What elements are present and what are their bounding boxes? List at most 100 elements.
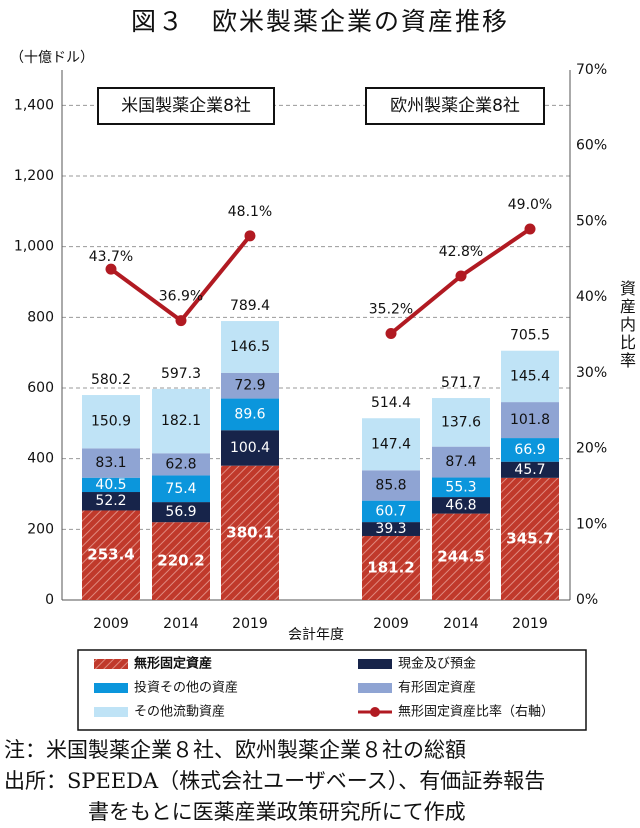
y2-axis-label: 資産内比率 [620,279,636,370]
legend-swatch [94,707,128,717]
bar-value-label: 45.7 [514,462,545,478]
bar-total-label: 705.5 [510,328,550,344]
bar-segment [432,446,490,478]
ratio-point [244,230,256,242]
x-tick-label: 2014 [163,616,199,632]
bar-value-label: 39.3 [375,521,406,537]
figure-title: 図３ 欧米製薬企業の資産推移 [130,7,509,36]
y2-tick-label: 40% [576,289,607,305]
bar-value-label: 146.5 [230,339,270,355]
x-tick-label: 2009 [93,616,129,632]
legend-label: 現金及び預金 [398,656,476,672]
legend-label: その他流動資産 [134,704,225,720]
ratio-label: 35.2% [369,301,413,317]
bar-value-label: 181.2 [367,558,414,576]
bar-segment [501,350,559,403]
bar-value-label: 83.1 [95,455,126,471]
bar-segment [82,492,140,511]
bar-segment [221,372,279,399]
y-tick-label: 400 [27,451,54,467]
bar-value-label: 40.5 [95,477,126,493]
bar-value-label: 56.9 [165,504,196,520]
y-tick-label: 800 [27,309,54,325]
bar-segment [152,388,210,454]
bar-value-label: 101.8 [510,412,550,428]
bar-value-label: 89.6 [234,406,265,422]
y-tick-label: 1,400 [14,97,54,113]
bar-segment [432,398,490,447]
bar-value-label: 66.9 [514,442,545,458]
legend-label: 無形固定資産比率（右軸） [398,704,554,720]
bar-segment [362,418,420,471]
bar-segment [362,500,420,523]
bar-segment [221,465,279,600]
legend-swatch [94,683,128,693]
bar-segment [82,477,140,493]
bar-segment [362,470,420,501]
group-label: 米国製薬企業8社 [121,96,251,116]
y2-tick-label: 0% [576,592,598,608]
legend-swatch [358,683,392,693]
bar-value-label: 145.4 [510,368,550,384]
bar-value-label: 182.1 [161,413,201,429]
bar-segment [152,502,210,523]
ratio-point [105,263,117,275]
ratio-label: 43.7% [89,249,133,265]
bar-segment [362,522,420,536]
bar-value-label: 72.9 [234,378,265,394]
x-tick-label: 2014 [443,616,479,632]
ratio-point [385,327,397,339]
bar-segment [432,513,490,600]
ratio-label: 48.1% [228,204,272,220]
ratio-label: 49.0% [508,197,552,213]
legend-label: 無形固定資産 [134,656,212,672]
bar-value-label: 380.1 [226,523,273,541]
bar-segment [501,477,559,600]
source-text-1: 出所：SPEEDA（株式会社ユーザベース）、有価証券報告 [4,769,546,793]
y-tick-label: 600 [27,380,54,396]
bar-value-label: 52.2 [95,493,126,509]
legend-label: 投資その他の資産 [134,680,238,696]
bar-value-label: 85.8 [375,477,406,493]
y2-tick-label: 10% [576,516,607,532]
y2-tick-label: 20% [576,441,607,457]
group-box [97,87,275,125]
bar-value-label: 345.7 [506,529,553,547]
bar-value-label: 220.2 [157,552,204,570]
x-tick-label: 2019 [232,616,268,632]
ratio-point [175,315,187,327]
bar-value-label: 60.7 [375,503,406,519]
ratio-label: 36.9% [159,289,203,305]
ratio-label: 42.8% [439,244,483,260]
y2-tick-label: 60% [576,138,607,154]
bar-value-label: 147.4 [371,436,411,452]
y2-tick-label: 70% [576,62,607,78]
bar-value-label: 75.4 [165,481,196,497]
bar-value-label: 150.9 [91,414,131,430]
source-text-2: 書をもとに医薬産業政策研究所にて作成 [88,800,466,824]
bar-segment [82,510,140,600]
bar-total-label: 514.4 [371,395,411,411]
group-label: 欧州製薬企業8社 [390,96,520,116]
y-axis-unit: （十億ドル） [10,50,94,66]
y-tick-label: 0 [45,592,54,608]
bar-value-label: 55.3 [445,479,476,495]
bar-segment [221,398,279,431]
bar-value-label: 87.4 [445,454,476,470]
y2-tick-label: 50% [576,213,607,229]
legend-swatch [358,659,392,669]
bar-value-label: 253.4 [87,546,134,564]
y-tick-label: 200 [27,521,54,537]
bar-total-label: 580.2 [91,372,131,388]
legend-label: 有形固定資産 [398,680,476,696]
x-tick-label: 2019 [512,616,548,632]
y2-tick-label: 30% [576,365,607,381]
bar-segment [82,395,140,449]
bar-segment [501,461,559,478]
bar-segment [501,402,559,439]
bar-segment [432,497,490,514]
bar-value-label: 244.5 [437,547,484,565]
bar-total-label: 789.4 [230,298,270,314]
legend-line-marker [370,707,380,717]
bar-value-label: 46.8 [445,497,476,513]
